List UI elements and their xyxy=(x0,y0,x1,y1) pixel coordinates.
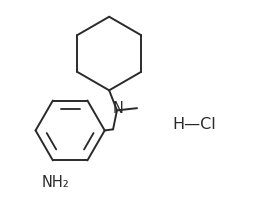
Text: NH₂: NH₂ xyxy=(41,175,69,190)
Text: N: N xyxy=(113,101,123,116)
Text: H—Cl: H—Cl xyxy=(172,117,216,132)
